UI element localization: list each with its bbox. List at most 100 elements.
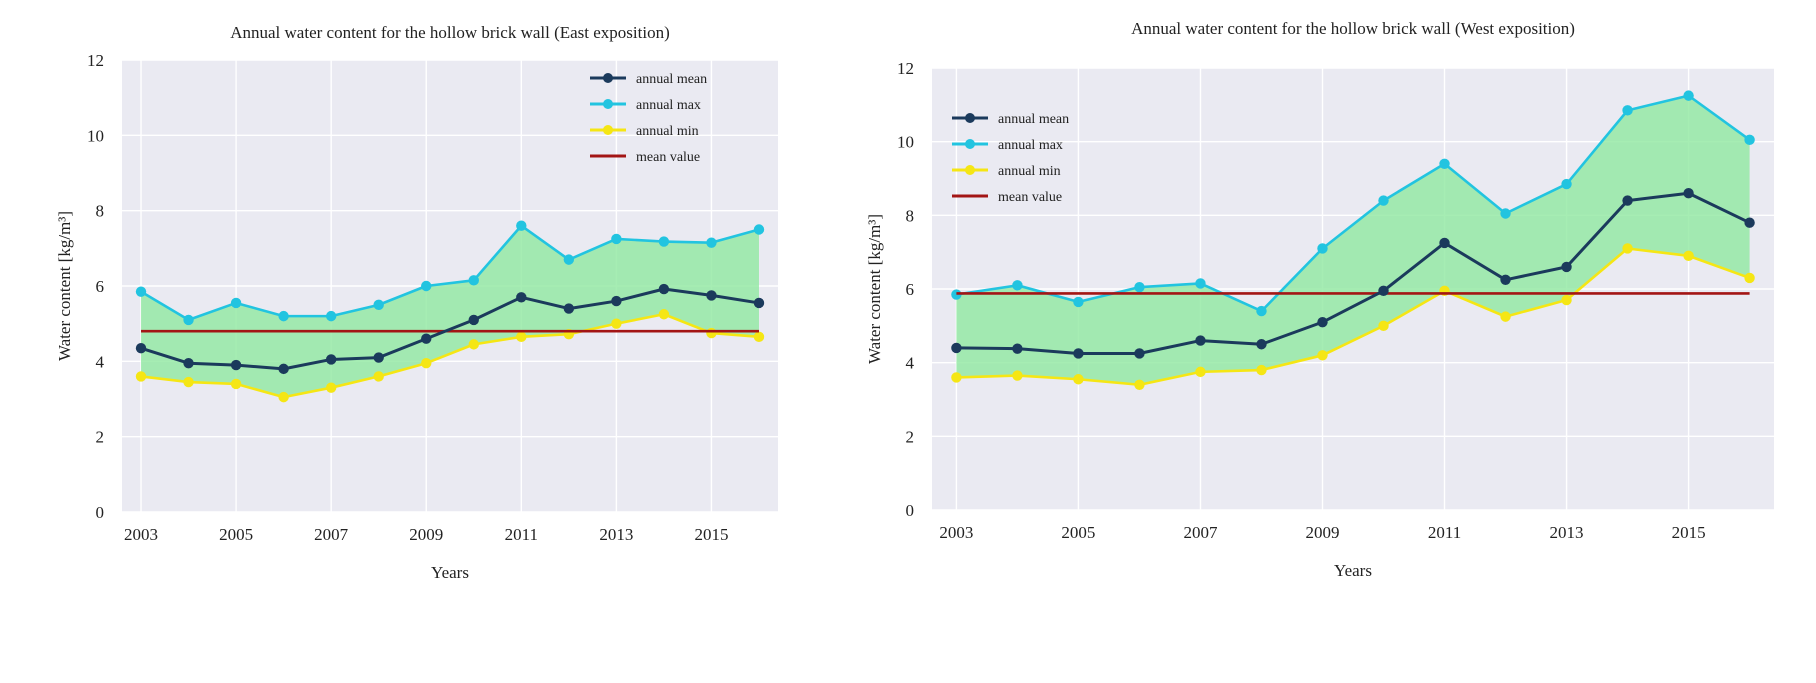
data-point-annual-max — [1073, 296, 1084, 308]
data-point-annual-max — [706, 237, 717, 248]
data-point-annual-min — [1500, 311, 1511, 322]
y-tick-label: 10 — [87, 126, 104, 145]
data-point-annual-min — [706, 327, 717, 339]
data-point-annual-min — [658, 309, 670, 320]
series-line-annual-mean — [956, 191, 1751, 355]
data-point-annual-mean — [135, 342, 147, 354]
data-point-annual-min — [516, 331, 527, 343]
y-axis-label: Water content [kg/m³] — [55, 211, 74, 361]
data-point-annual-max — [1500, 208, 1511, 219]
legend-label-annual-max: annual max — [998, 138, 1063, 153]
data-point-annual-max — [230, 297, 242, 309]
data-point-annual-max — [1622, 105, 1633, 116]
x-tick-label: 2005 — [219, 525, 253, 544]
data-point-annual-mean — [1317, 316, 1328, 328]
data-point-annual-max — [135, 286, 147, 297]
data-point-annual-max — [1195, 278, 1206, 289]
legend: annual mean annual max annual min mean valu… — [590, 72, 707, 165]
y-tick-label: 0 — [906, 501, 915, 520]
series-line-annual-max — [140, 224, 760, 322]
data-point-annual-mean — [1500, 274, 1511, 285]
data-point-annual-max — [1561, 178, 1572, 190]
data-point-annual-mean — [1073, 348, 1084, 359]
x-tick-label: 2005 — [1061, 523, 1095, 542]
data-point-annual-min — [951, 372, 962, 383]
y-tick-label: 8 — [96, 202, 105, 221]
y-tick-label: 6 — [906, 280, 915, 299]
legend-marker-annual-min — [603, 125, 613, 135]
data-point-annual-mean — [1439, 237, 1450, 249]
data-point-annual-mean — [1561, 261, 1572, 273]
data-point-annual-mean — [516, 292, 527, 303]
x-tick-label: 2003 — [124, 525, 158, 544]
data-point-annual-mean — [325, 354, 337, 365]
data-point-annual-mean — [421, 333, 432, 344]
data-point-annual-min — [611, 318, 622, 329]
data-point-annual-min — [1195, 366, 1206, 378]
data-point-annual-min — [1683, 250, 1694, 262]
chart-title: Annual water content for the hollow bric… — [1131, 19, 1575, 38]
data-point-annual-mean — [1683, 188, 1694, 199]
data-point-annual-mean — [183, 358, 194, 369]
data-point-annual-max — [563, 254, 575, 265]
y-tick-label: 10 — [897, 133, 914, 152]
data-point-annual-mean — [706, 290, 717, 301]
data-point-annual-min — [373, 371, 384, 382]
chart-west-svg: Annual water content for the hollow bric… — [865, 19, 1774, 683]
data-point-annual-max — [1439, 158, 1450, 169]
series-line-annual-mean — [140, 287, 760, 371]
data-point-annual-mean — [1195, 335, 1206, 346]
data-point-annual-min — [135, 371, 147, 382]
legend: annual mean annual max annual min mean valu… — [952, 112, 1069, 205]
data-point-annual-max — [753, 224, 765, 235]
data-point-annual-min — [1378, 320, 1389, 332]
x-axis-label: Years — [431, 563, 469, 582]
legend-label-annual-min: annual min — [998, 164, 1061, 179]
data-point-annual-max — [1378, 195, 1389, 206]
data-point-annual-max — [468, 275, 479, 286]
data-point-annual-min — [753, 331, 765, 343]
y-tick-label: 2 — [906, 427, 915, 446]
legend-label-annual-mean: annual mean — [636, 72, 707, 87]
data-point-annual-mean — [1012, 343, 1023, 354]
y-tick-label: 4 — [906, 354, 915, 373]
data-point-annual-mean — [1256, 339, 1267, 350]
y-tick-label: 0 — [96, 503, 105, 522]
legend-marker-annual-max — [603, 99, 613, 109]
data-point-annual-max — [421, 280, 432, 292]
data-point-annual-max — [611, 233, 622, 245]
data-point-annual-max — [1744, 134, 1755, 146]
data-point-annual-min — [325, 382, 337, 393]
data-point-annual-mean — [951, 342, 962, 354]
data-point-annual-max — [516, 220, 527, 231]
series-line-annual-min — [956, 247, 1751, 387]
chart-east-exposition: Annual water content for the hollow bric… — [30, 4, 840, 683]
legend-label-mean-value: mean value — [636, 150, 700, 165]
x-tick-label: 2007 — [1183, 523, 1218, 542]
data-point-annual-mean — [1134, 348, 1145, 359]
min-max-band — [956, 95, 1750, 385]
data-point-annual-max — [1317, 243, 1328, 254]
data-point-annual-mean — [563, 303, 575, 314]
data-point-annual-min — [1317, 350, 1328, 361]
data-point-annual-max — [183, 314, 194, 326]
data-point-annual-min — [183, 376, 194, 388]
legend-label-annual-mean: annual mean — [998, 112, 1069, 127]
data-point-annual-min — [1134, 379, 1145, 390]
data-point-annual-mean — [1622, 195, 1633, 206]
data-point-annual-max — [1256, 305, 1267, 317]
data-point-annual-mean — [468, 314, 479, 326]
y-tick-label: 2 — [96, 428, 105, 447]
x-tick-label: 2011 — [1428, 523, 1461, 542]
data-point-annual-max — [1012, 280, 1023, 291]
chart-west-exposition: Annual water content for the hollow bric… — [860, 4, 1810, 683]
chart-title: Annual water content for the hollow bric… — [230, 23, 670, 42]
data-point-annual-min — [421, 358, 432, 369]
data-point-annual-max — [325, 310, 337, 322]
x-tick-label: 2013 — [599, 525, 633, 544]
data-point-annual-max — [1683, 90, 1694, 101]
x-tick-label: 2015 — [694, 525, 728, 544]
legend-label-annual-max: annual max — [636, 98, 701, 113]
data-point-annual-mean — [658, 283, 670, 295]
legend-marker-annual-mean — [965, 113, 975, 123]
